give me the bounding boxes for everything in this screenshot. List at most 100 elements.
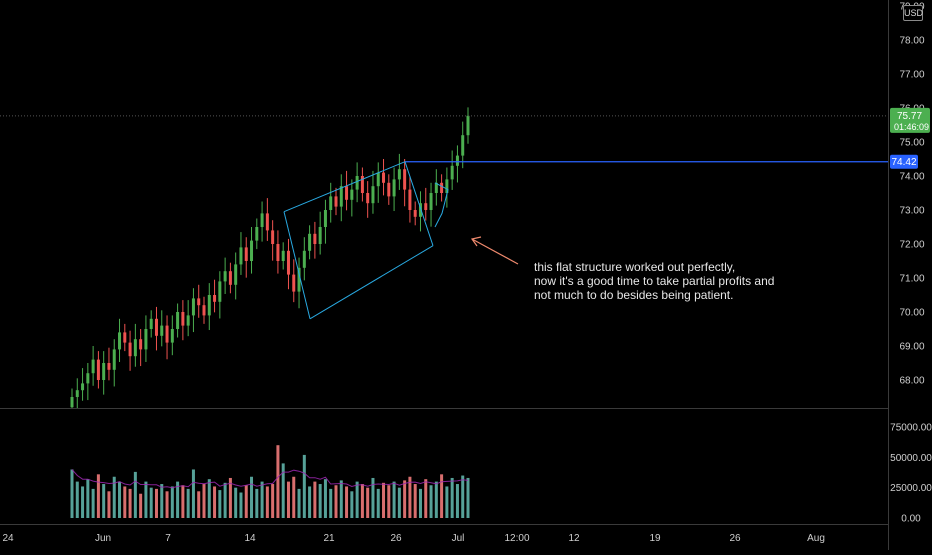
channel-upper-line: [283, 161, 406, 213]
price-tick-label: 75.00: [899, 138, 924, 149]
volume-bar: [334, 485, 338, 518]
volume-bar: [408, 476, 412, 518]
volume-bar: [250, 476, 254, 518]
candle-body: [86, 373, 90, 384]
time-tick-label: Aug: [807, 533, 825, 544]
arrow-head-icon: [470, 236, 482, 247]
volume-bar: [228, 477, 232, 518]
candle-body: [455, 155, 459, 166]
candle-body: [70, 397, 74, 408]
candle-body: [265, 213, 269, 231]
volume-bars: [70, 445, 470, 518]
candle-body: [424, 203, 428, 210]
currency-badge[interactable]: USD: [903, 5, 923, 21]
candle-body: [144, 329, 148, 350]
candle-body: [186, 315, 190, 326]
volume-bar: [313, 481, 317, 518]
volume-bar: [218, 490, 222, 518]
candle-body: [292, 274, 296, 292]
candle-body: [466, 115, 470, 136]
volume-bar: [450, 477, 454, 518]
candle-body: [197, 298, 201, 306]
volume-bar: [70, 469, 74, 518]
price-tick-label: 71.00: [899, 274, 924, 285]
volume-bar: [339, 480, 343, 518]
annotation-line: not much to do besides being patient.: [534, 288, 734, 302]
candle-body: [234, 264, 238, 285]
candle-body: [160, 325, 164, 336]
volume-bar: [397, 487, 401, 518]
price-tick-label: 68.00: [899, 376, 924, 387]
candle-body: [81, 383, 85, 391]
time-tick-label: 21: [323, 533, 335, 544]
candle-body: [403, 169, 407, 190]
candle-body: [107, 363, 111, 370]
volume-bar: [102, 484, 106, 518]
candle-body: [255, 227, 259, 241]
time-tick-label: 26: [390, 533, 402, 544]
text-annotation[interactable]: this flat structure worked out perfectly…: [534, 260, 834, 302]
volume-bar: [302, 454, 306, 518]
volume-bar: [265, 486, 269, 518]
candle-body: [133, 339, 137, 357]
candle-body: [244, 247, 248, 261]
volume-bar: [440, 474, 444, 518]
volume-bar: [96, 474, 100, 518]
volume-bar: [139, 493, 143, 518]
last-price-badge: [890, 107, 930, 133]
candle-body: [102, 363, 106, 380]
candle-body: [118, 332, 122, 350]
volume-bar: [286, 481, 290, 518]
volume-bar: [434, 481, 438, 518]
candle-body: [371, 186, 375, 204]
candle-body: [339, 186, 343, 207]
volume-bar: [376, 488, 380, 518]
candle-body: [239, 247, 243, 265]
candle-body: [271, 230, 275, 244]
volume-bar: [392, 481, 396, 518]
volume-moving-average: [71, 469, 469, 489]
candle-body: [276, 244, 280, 261]
candle-body: [302, 250, 306, 268]
volume-bar: [424, 479, 428, 518]
channel-lower-line: [309, 245, 434, 320]
time-tick-label: 14: [244, 533, 256, 544]
candle-body: [139, 339, 143, 350]
candle-body: [413, 210, 417, 217]
volume-bar: [186, 488, 190, 518]
volume-bar: [75, 481, 79, 518]
volume-bar: [403, 480, 407, 518]
candle-body: [440, 182, 444, 193]
candle-body: [418, 203, 422, 217]
volume-bar: [413, 484, 417, 518]
candle-body: [202, 305, 206, 316]
candle-body: [228, 271, 232, 285]
candle-body: [260, 213, 264, 227]
volume-bar: [281, 463, 285, 518]
candle-body: [170, 329, 174, 343]
volume-bar: [355, 481, 359, 518]
candle-body: [165, 325, 169, 343]
volume-bar: [165, 491, 169, 518]
last-price-label: 75.77: [897, 111, 922, 122]
price-tick-label: 69.00: [899, 342, 924, 353]
time-tick-label: Jun: [95, 533, 111, 544]
candle-body: [286, 250, 290, 275]
candle-body: [123, 332, 127, 343]
axes: 79.0078.0077.0076.0075.0074.0073.0072.00…: [2, 2, 932, 545]
volume-tick-label: 25000.00: [890, 483, 932, 494]
candle-body: [96, 359, 100, 380]
volume-bar: [91, 488, 95, 518]
drawings: [0, 115, 888, 320]
volume-bar: [297, 488, 301, 518]
candle-body: [75, 390, 79, 397]
candle-body: [392, 179, 396, 197]
time-tick-label: 19: [649, 533, 661, 544]
volume-bar: [107, 491, 111, 518]
volume-bar: [271, 484, 275, 518]
volume-tick-label: 50000.00: [890, 453, 932, 464]
candle-body: [213, 295, 217, 302]
annotation-line: this flat structure worked out perfectly…: [534, 260, 736, 274]
